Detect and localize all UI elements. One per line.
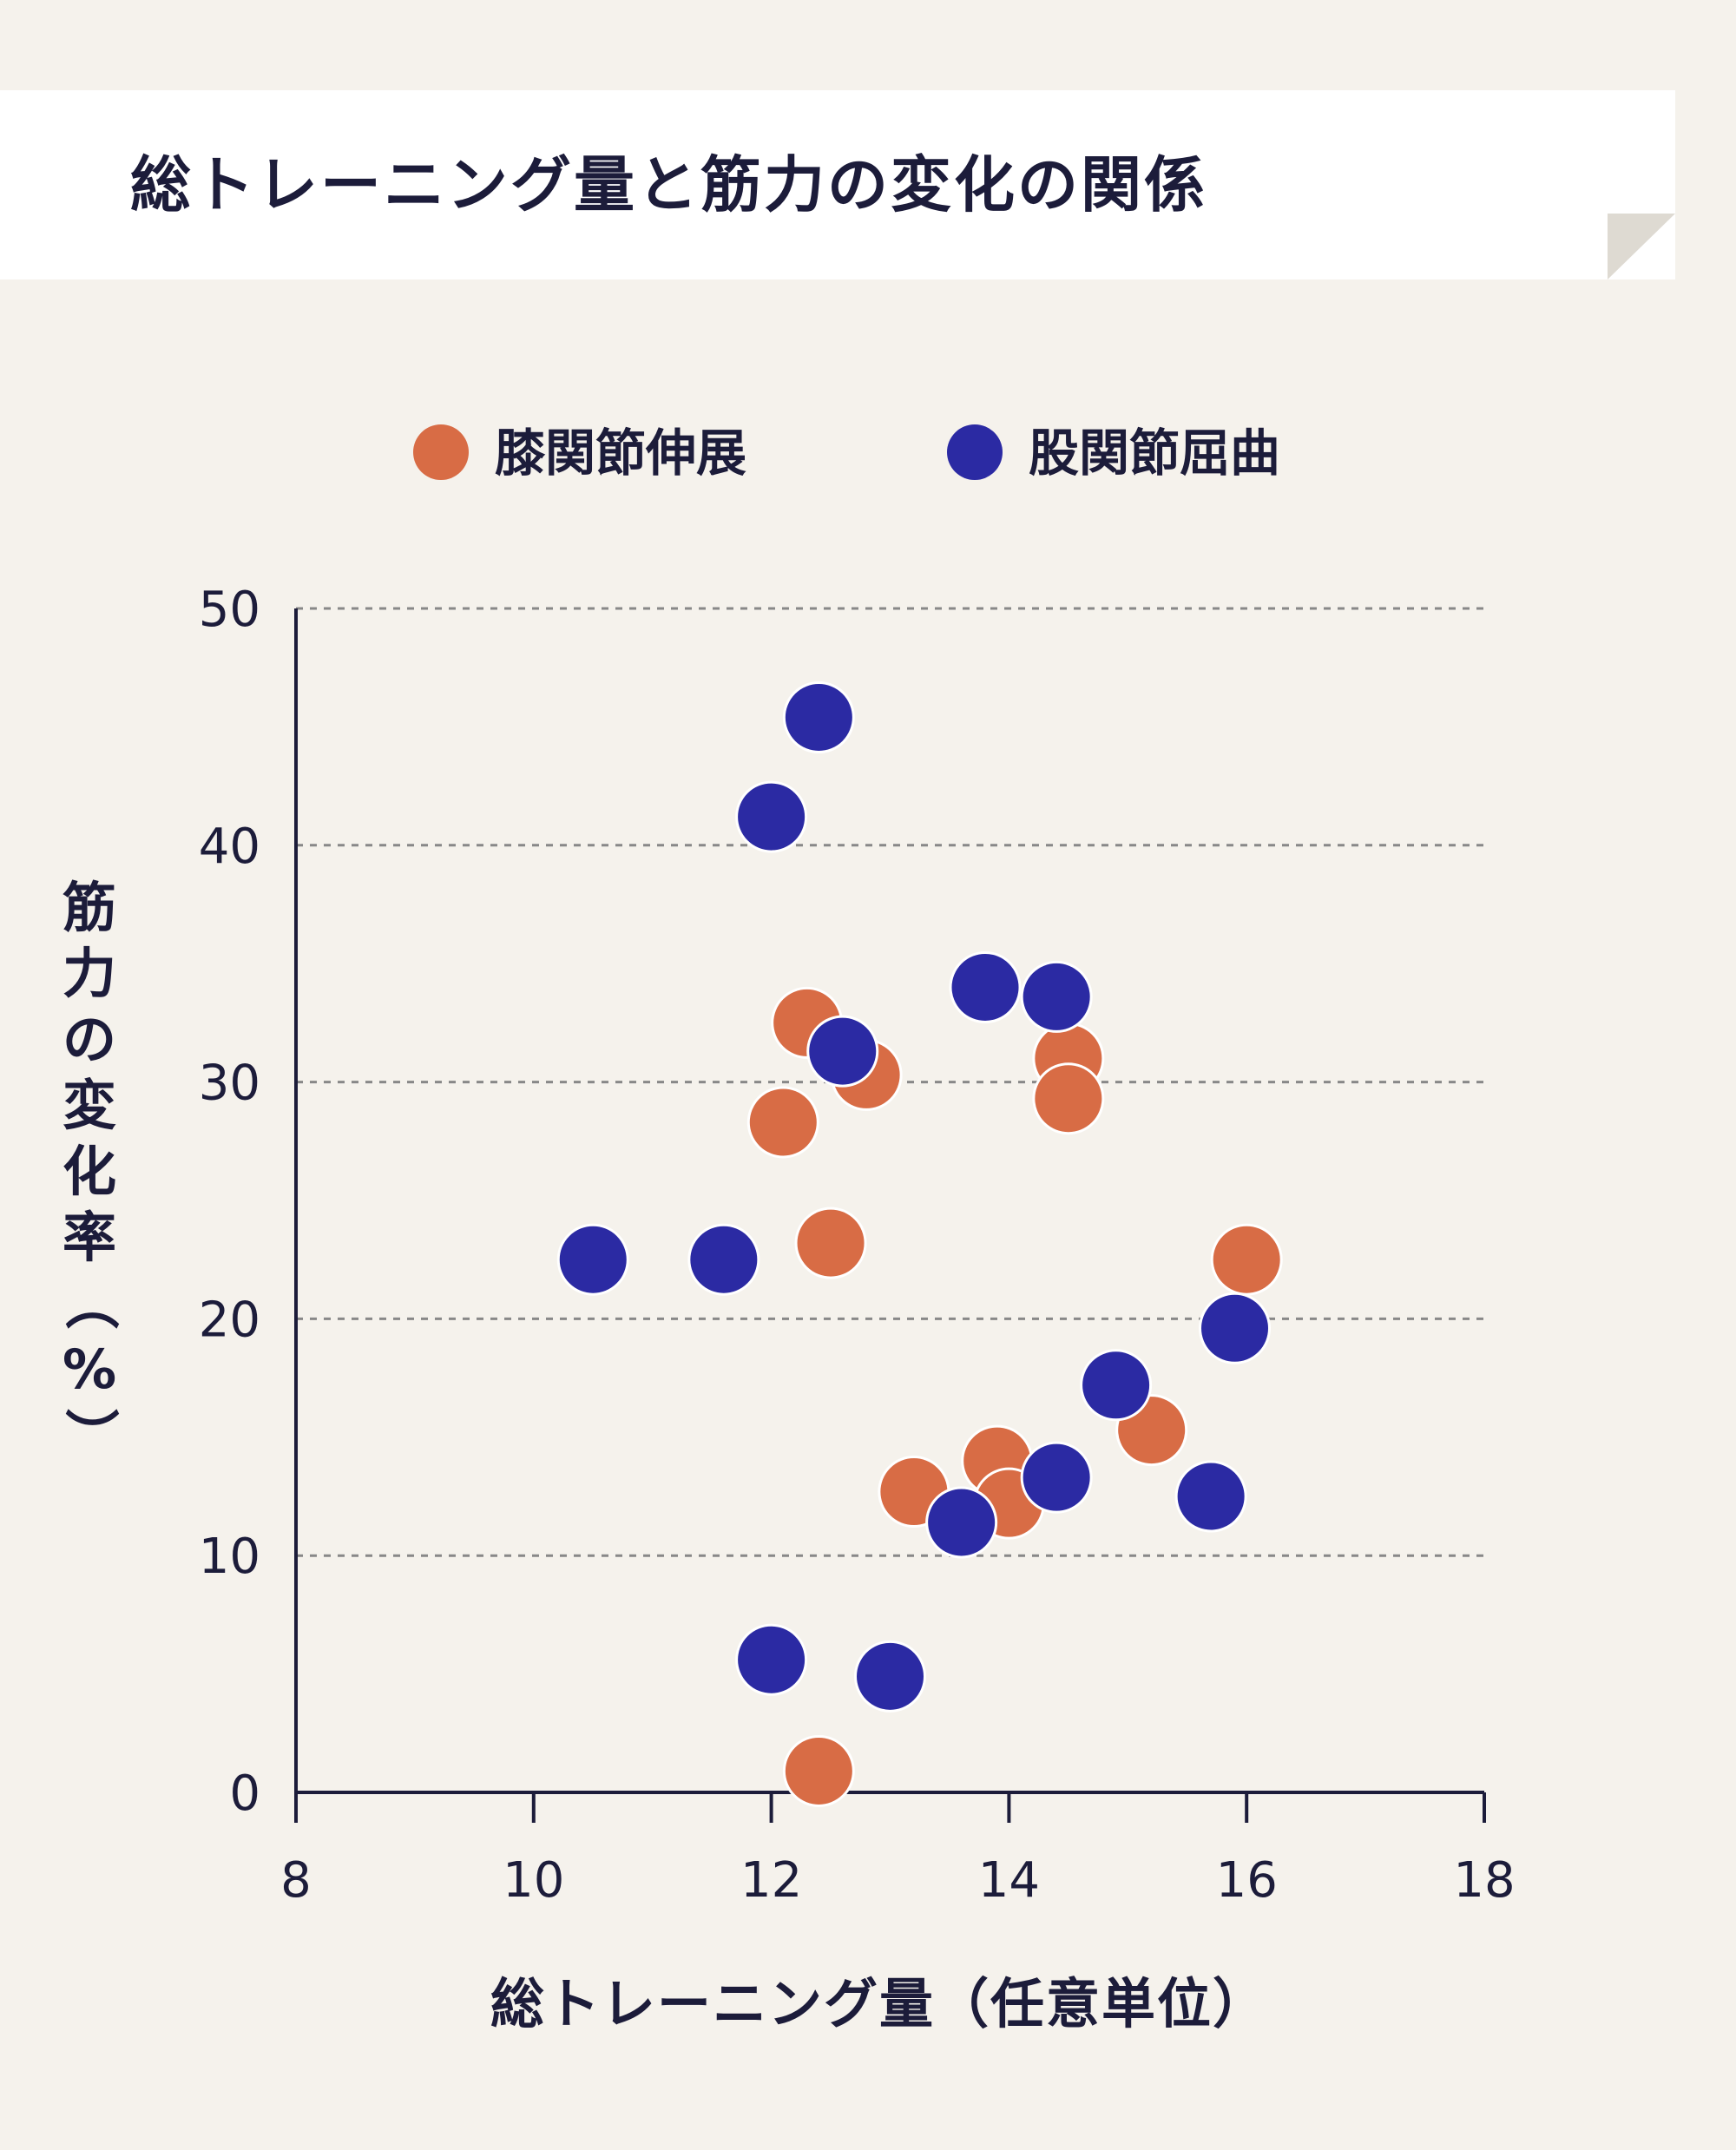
legend-marker-hip-flexion xyxy=(947,424,1003,480)
hip-flexion-point xyxy=(782,681,855,753)
hip-flexion-point xyxy=(1174,1460,1247,1533)
hip-flexion-point xyxy=(854,1640,926,1713)
hip-flexion-point xyxy=(1020,1441,1093,1514)
y-axis-label-char: 筋 xyxy=(62,876,116,939)
title-band: 総トレーニング量と筋力の変化の関係 xyxy=(0,90,1675,279)
hip-flexion-point xyxy=(949,950,1022,1023)
data-points xyxy=(556,681,1283,1807)
x-tick-label: 10 xyxy=(503,1852,564,1909)
legend-marker-knee-extension xyxy=(413,424,469,480)
hip-flexion-point xyxy=(1080,1349,1153,1422)
x-tick-label: 16 xyxy=(1216,1852,1278,1909)
hip-flexion-point xyxy=(687,1223,760,1296)
y-axis-label-char: 変 xyxy=(62,1074,116,1137)
hip-flexion-point xyxy=(735,1623,808,1696)
x-tick-label: 8 xyxy=(280,1852,312,1909)
y-axis-label-char: % xyxy=(62,1338,116,1401)
y-axis-label-char: 化 xyxy=(62,1140,116,1203)
legend: 膝関節伸展 股関節屈曲 xyxy=(413,424,1280,483)
hip-flexion-point xyxy=(735,780,808,853)
y-axis-label-char: ） xyxy=(59,1408,122,1462)
knee-extension-point xyxy=(1210,1223,1283,1296)
hip-flexion-point xyxy=(1199,1292,1272,1364)
x-tick-label: 14 xyxy=(978,1852,1040,1909)
axes xyxy=(294,608,1486,1823)
hip-flexion-point xyxy=(925,1486,998,1559)
x-axis-label: 総トレーニング量（任意単位） xyxy=(490,1972,1268,2035)
knee-extension-point xyxy=(1032,1062,1105,1135)
y-axis-label-char: 率 xyxy=(62,1206,116,1269)
hip-flexion-point xyxy=(556,1223,629,1296)
y-tick-labels: 0 10 20 30 40 50 xyxy=(199,582,260,1822)
y-tick-label: 50 xyxy=(199,582,260,638)
y-tick-label: 40 xyxy=(199,819,260,875)
knee-extension-point xyxy=(782,1734,855,1807)
x-tick-label: 12 xyxy=(740,1852,802,1909)
hip-flexion-point xyxy=(806,1015,879,1088)
legend-label-hip-flexion: 股関節屈曲 xyxy=(1029,424,1280,483)
y-axis-label-char: の xyxy=(62,1008,116,1071)
y-tick-label: 30 xyxy=(199,1055,260,1112)
y-tick-label: 20 xyxy=(199,1292,260,1348)
y-axis-label-char: 力 xyxy=(62,942,116,1005)
knee-extension-point xyxy=(746,1086,819,1159)
y-tick-label: 0 xyxy=(229,1765,260,1822)
y-tick-label: 10 xyxy=(199,1529,260,1585)
x-tick-labels: 8 10 12 14 16 18 xyxy=(280,1852,1515,1909)
chart-title: 総トレーニング量と筋力の変化の関係 xyxy=(130,149,1207,220)
x-tick-label: 18 xyxy=(1453,1852,1515,1909)
y-axis-label-char: （ xyxy=(59,1276,122,1330)
grid-lines xyxy=(296,607,1484,1557)
legend-label-knee-extension: 膝関節伸展 xyxy=(495,424,746,483)
knee-extension-point xyxy=(794,1206,867,1279)
hip-flexion-point xyxy=(1020,960,1093,1033)
